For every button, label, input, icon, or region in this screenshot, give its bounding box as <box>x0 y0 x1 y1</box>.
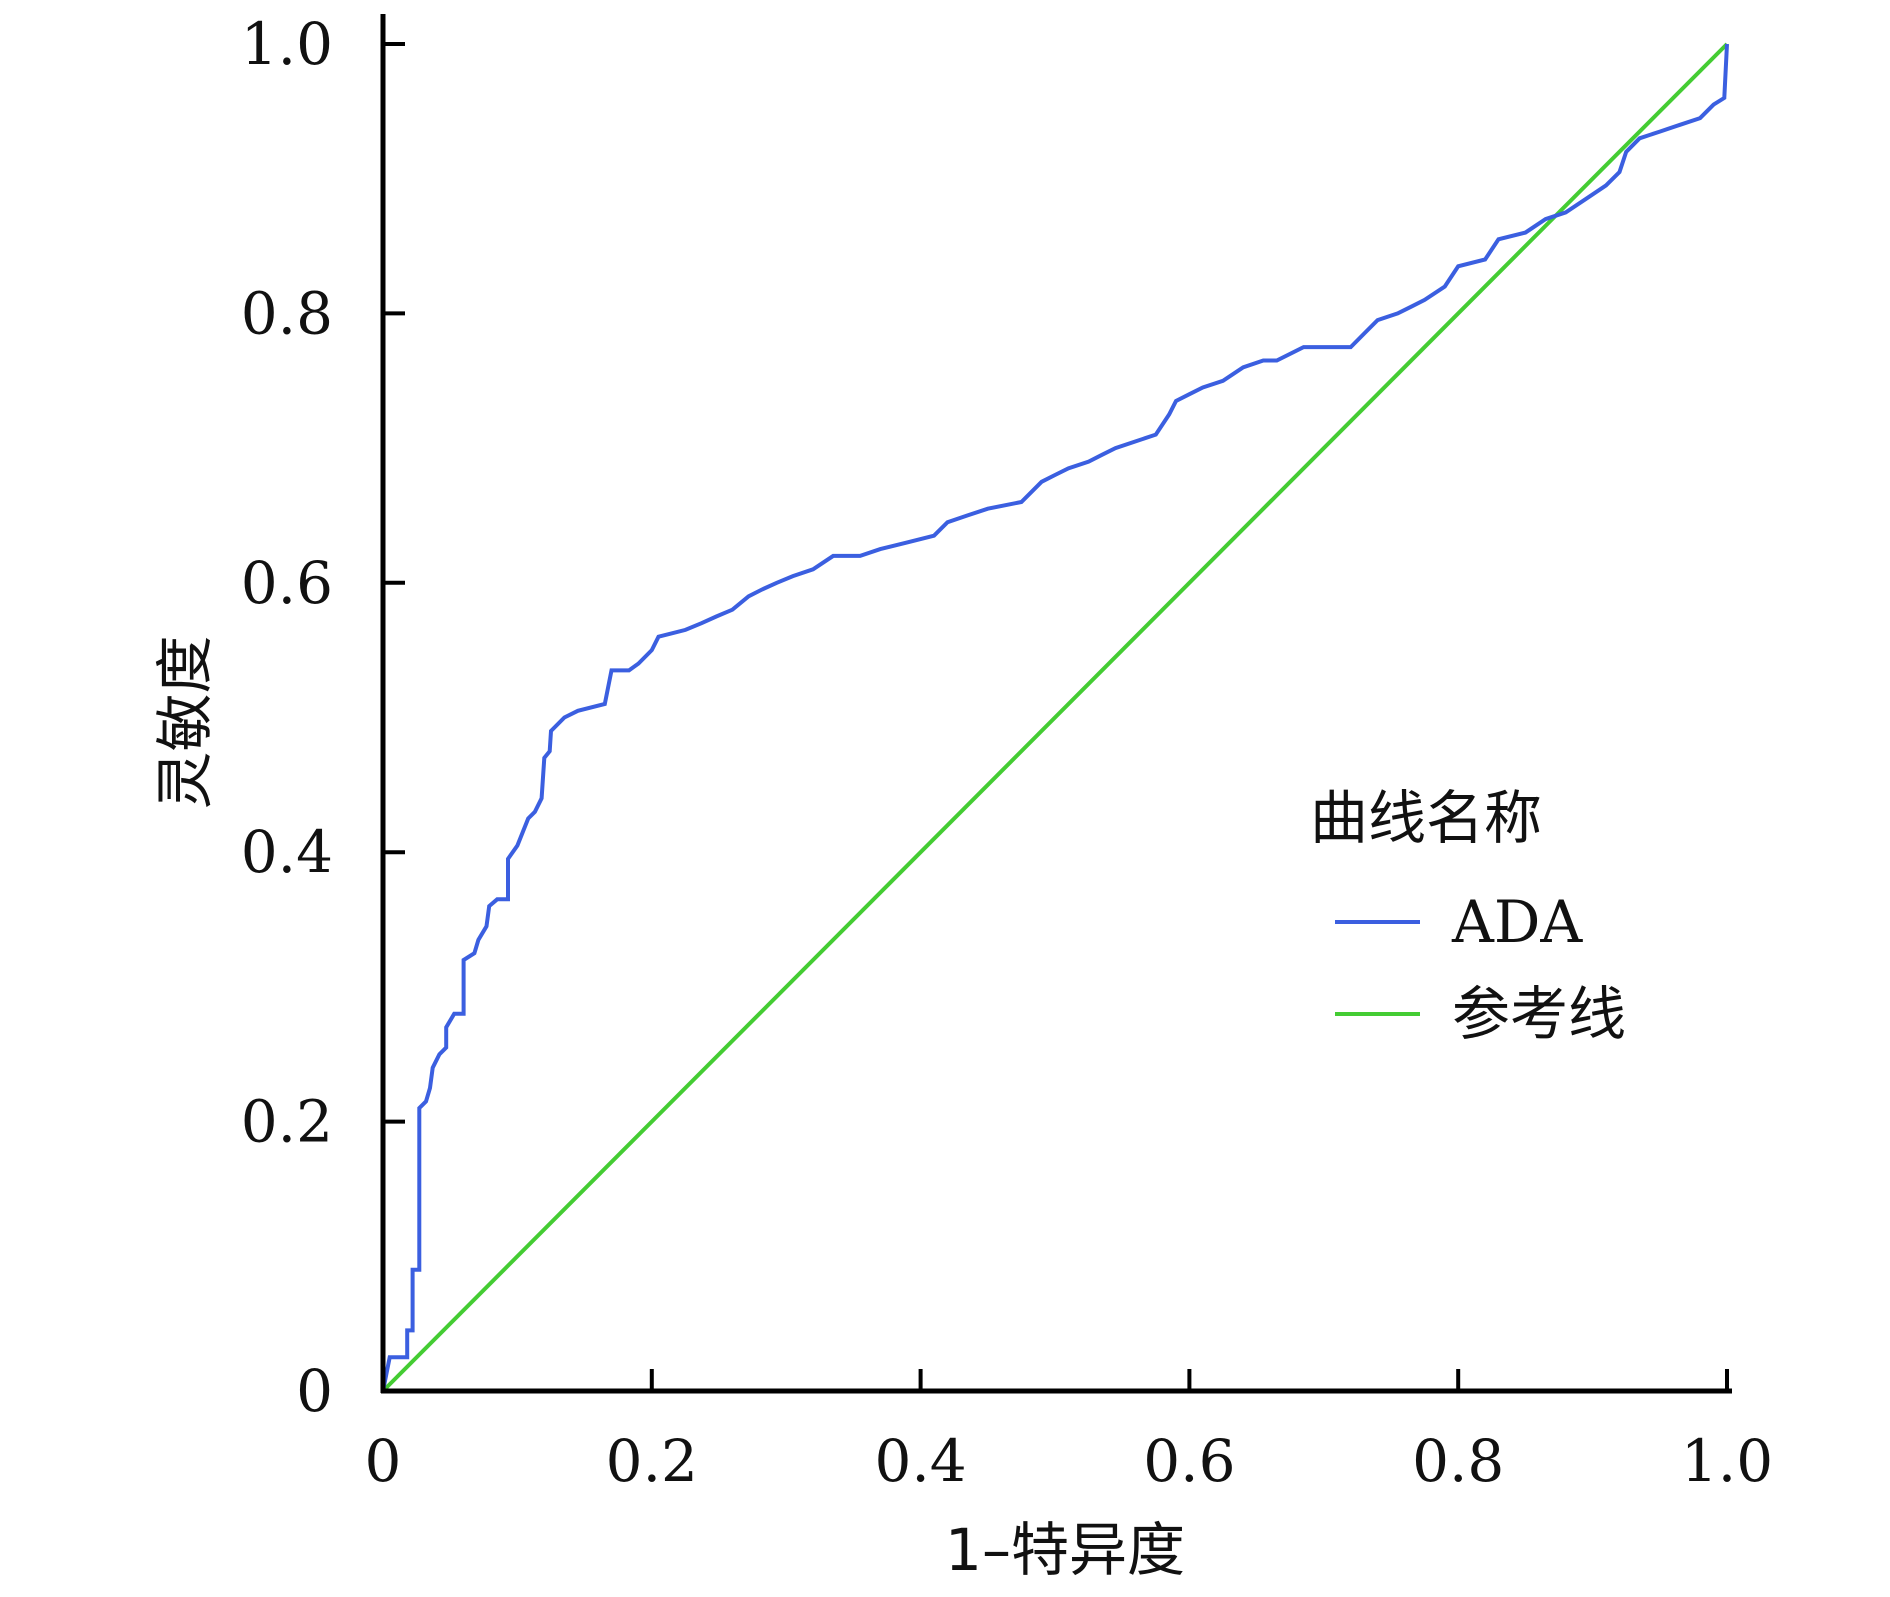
legend-label: ADA <box>1451 888 1583 956</box>
x-tick-label: 0 <box>365 1427 402 1495</box>
x-tick-label: 0.6 <box>1143 1427 1235 1495</box>
plot-area <box>381 42 1729 1393</box>
y-tick-label: 0.6 <box>241 549 333 617</box>
axes: 0 0.2 0.4 0.6 0.8 1.0 0 0.2 0.4 0.6 0.8 1.0 <box>241 10 1773 1495</box>
y-axis-ticks: 0 0.2 0.4 0.6 0.8 1.0 <box>241 10 405 1425</box>
x-tick-label: 1.0 <box>1681 1427 1773 1495</box>
legend-title: 曲线名称 <box>1310 784 1542 852</box>
series-line-ada <box>381 43 1729 1392</box>
y-tick-label: 0.2 <box>241 1088 333 1156</box>
x-tick-label: 0.2 <box>606 1427 698 1495</box>
x-tick-label: 0.8 <box>1412 1427 1504 1495</box>
y-tick-label: 0.8 <box>241 279 333 347</box>
x-axis-title: 1–特异度 <box>945 1516 1185 1584</box>
y-axis-title: 灵敏度 <box>151 635 219 809</box>
legend: 曲线名称 ADA 参考线 <box>1310 784 1626 1048</box>
x-tick-label: 0.4 <box>874 1427 966 1495</box>
legend-entries: ADA 参考线 <box>1335 888 1626 1048</box>
y-tick-label: 0 <box>296 1357 333 1425</box>
series-line-reference <box>381 42 1729 1393</box>
legend-label: 参考线 <box>1452 980 1626 1048</box>
y-tick-label: 1.0 <box>241 10 333 78</box>
x-axis-ticks: 0 0.2 0.4 0.6 0.8 1.0 <box>365 1369 1773 1495</box>
y-tick-label: 0.4 <box>241 818 333 886</box>
